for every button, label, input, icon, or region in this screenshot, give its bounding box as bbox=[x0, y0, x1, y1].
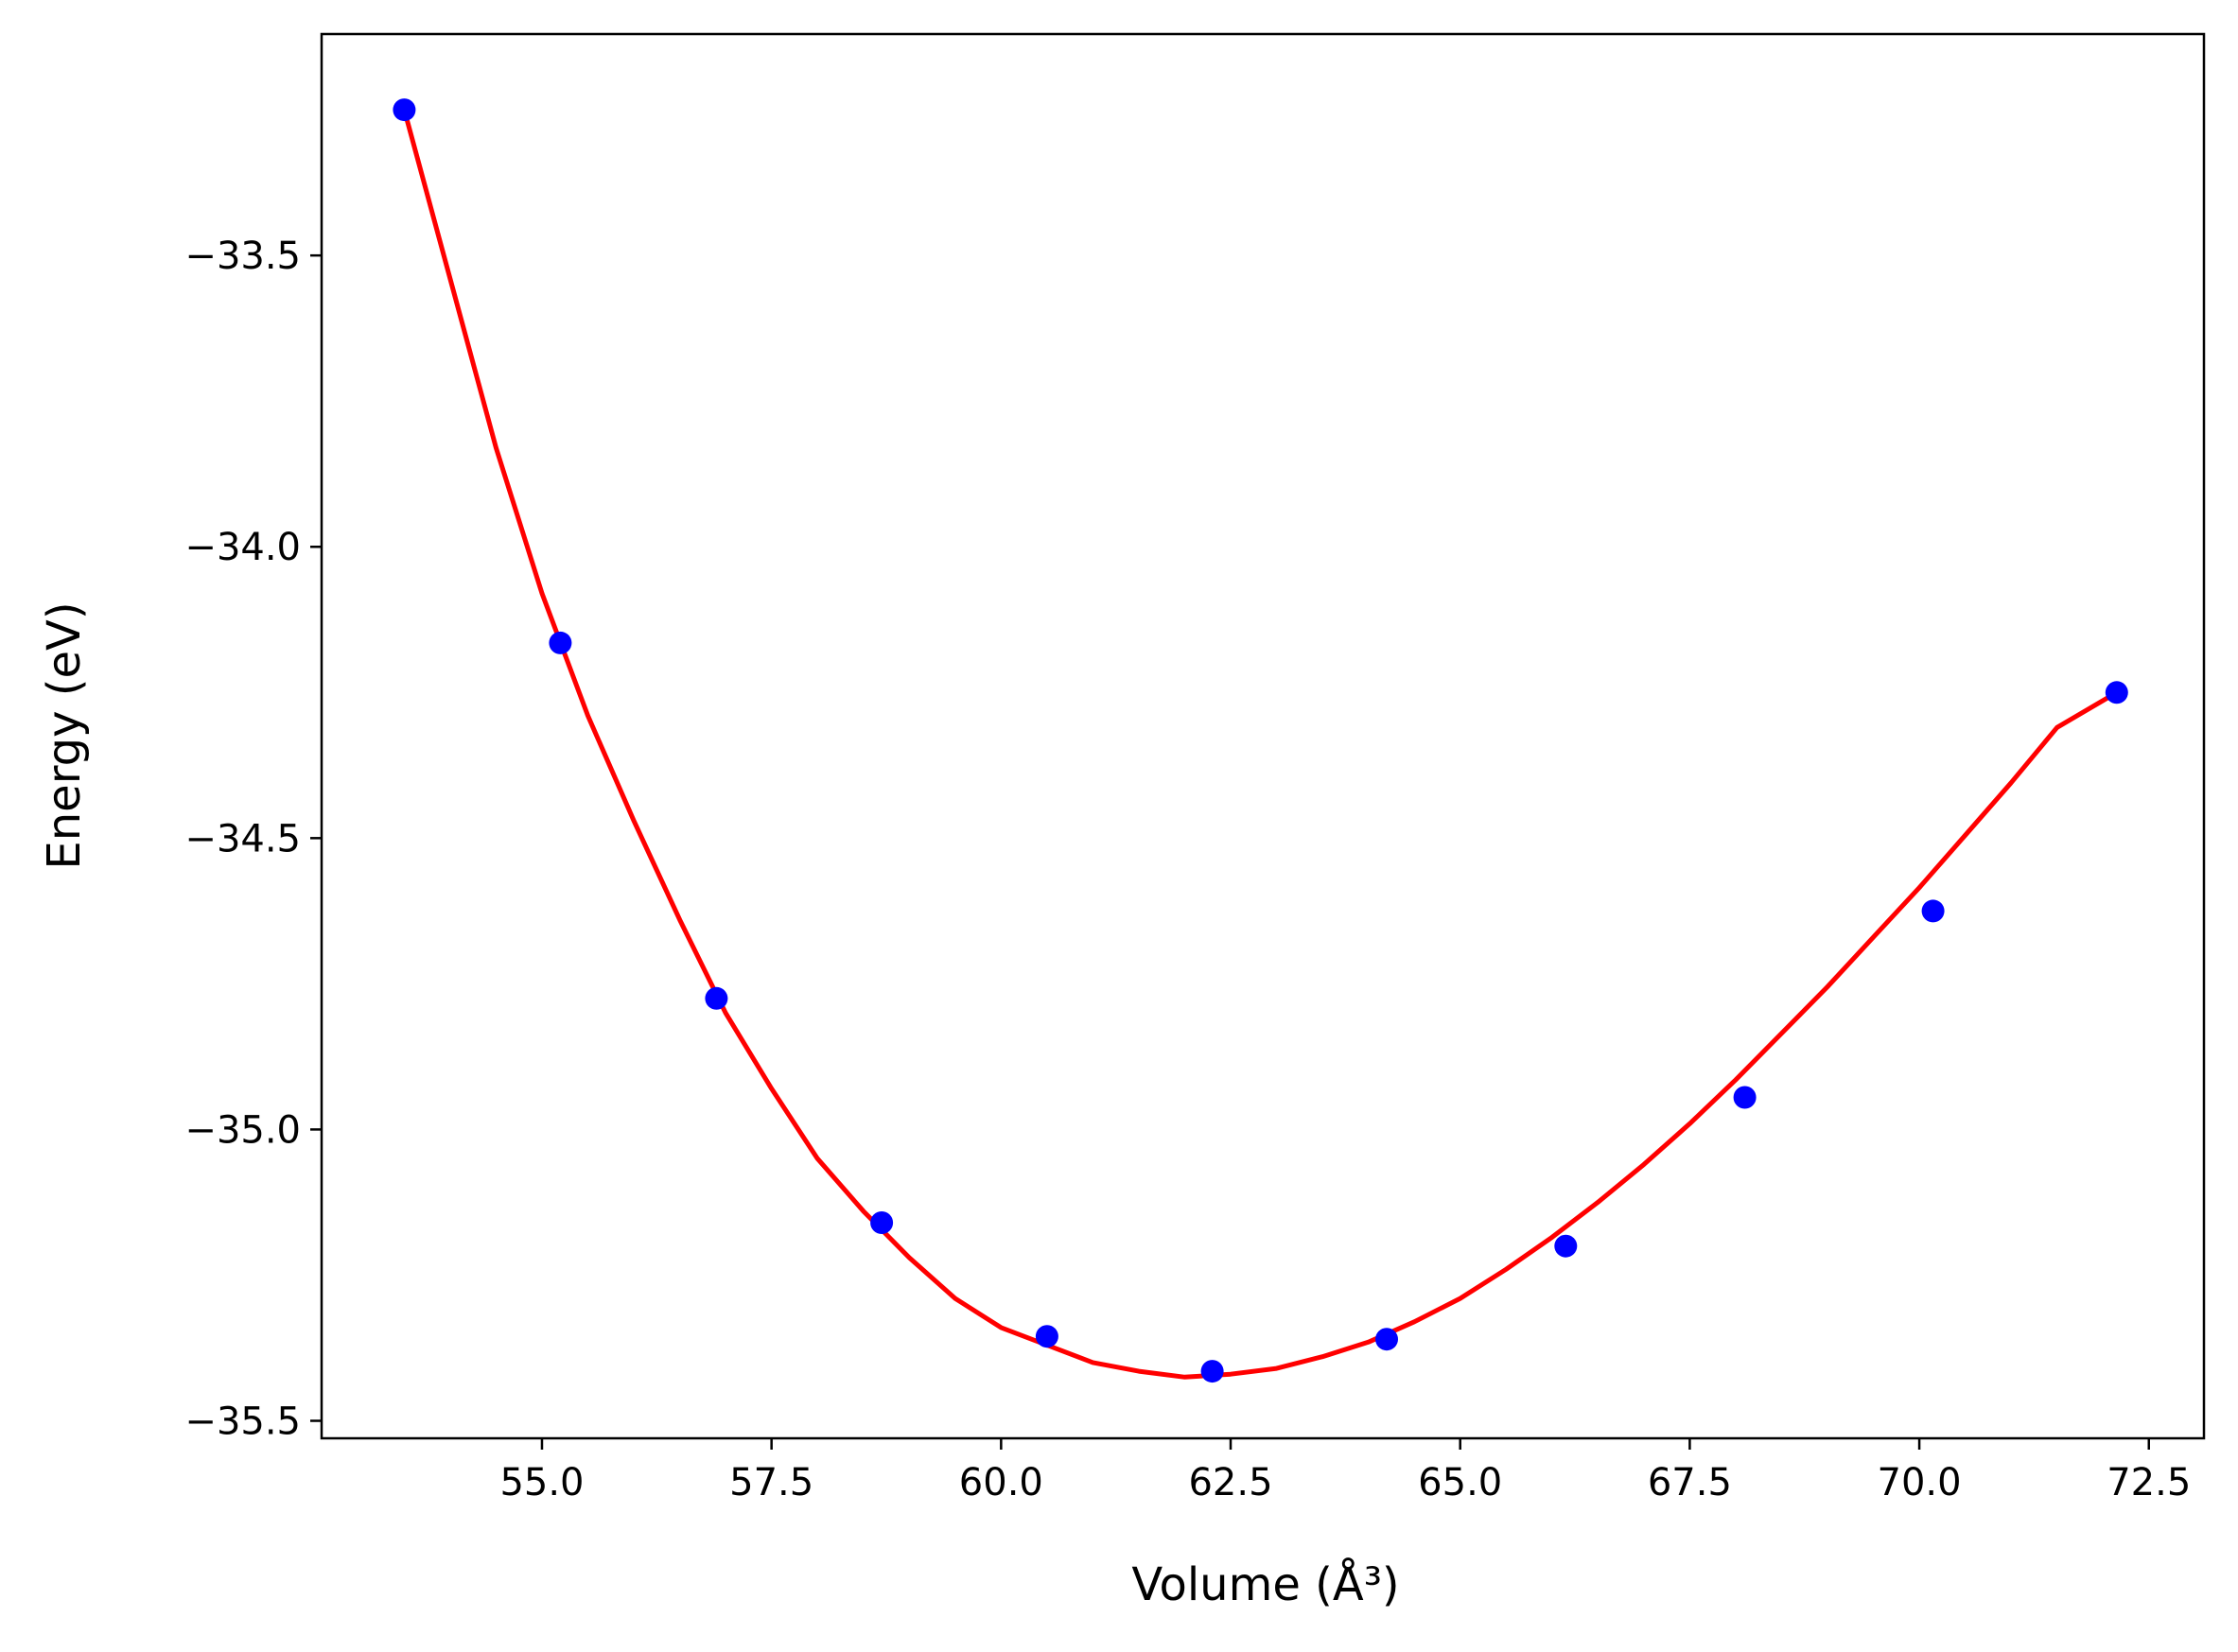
data-point bbox=[1554, 1234, 1578, 1258]
data-point bbox=[1375, 1328, 1398, 1351]
x-tick-label: 55.0 bbox=[499, 1461, 584, 1504]
x-tick-label: 67.5 bbox=[1648, 1461, 1732, 1504]
y-tick-label: −34.5 bbox=[184, 817, 301, 861]
y-tick-label: −34.0 bbox=[184, 526, 301, 569]
x-tick-label: 57.5 bbox=[729, 1461, 813, 1504]
data-point bbox=[1035, 1325, 1058, 1348]
data-point bbox=[1200, 1360, 1224, 1383]
data-point bbox=[1733, 1086, 1757, 1109]
fit-curve bbox=[401, 107, 2120, 1380]
data-point bbox=[549, 631, 572, 654]
data-point bbox=[705, 986, 728, 1010]
data-point bbox=[2105, 681, 2128, 704]
x-tick-label: 72.5 bbox=[2107, 1461, 2191, 1504]
axes-frame bbox=[320, 32, 2206, 1440]
x-tick-label: 65.0 bbox=[1418, 1461, 1502, 1504]
y-tick-label: −33.5 bbox=[184, 235, 301, 278]
plot-area bbox=[393, 98, 2128, 1383]
y-axis-label: Energy (eV) bbox=[38, 601, 91, 869]
y-tick-label: −35.0 bbox=[184, 1108, 301, 1152]
data-point bbox=[870, 1211, 894, 1234]
x-tick-label: 60.0 bbox=[959, 1461, 1043, 1504]
x-tick-label: 70.0 bbox=[1878, 1461, 1962, 1504]
axes: 55.0 57.5 60.0 62.5 65.0 67.5 70.0 72.5 −33.5 −34… bbox=[184, 32, 2206, 1504]
x-axis-label: Volume (Å³) bbox=[1131, 1557, 1399, 1611]
y-tick-label: −35.5 bbox=[184, 1400, 301, 1444]
data-point bbox=[393, 98, 416, 122]
x-tick-label: 62.5 bbox=[1188, 1461, 1272, 1504]
data-point bbox=[1921, 899, 1945, 923]
